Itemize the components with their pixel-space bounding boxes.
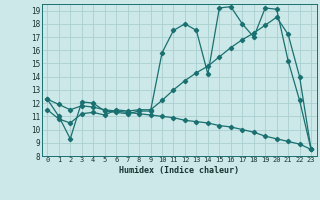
X-axis label: Humidex (Indice chaleur): Humidex (Indice chaleur) [119, 166, 239, 175]
